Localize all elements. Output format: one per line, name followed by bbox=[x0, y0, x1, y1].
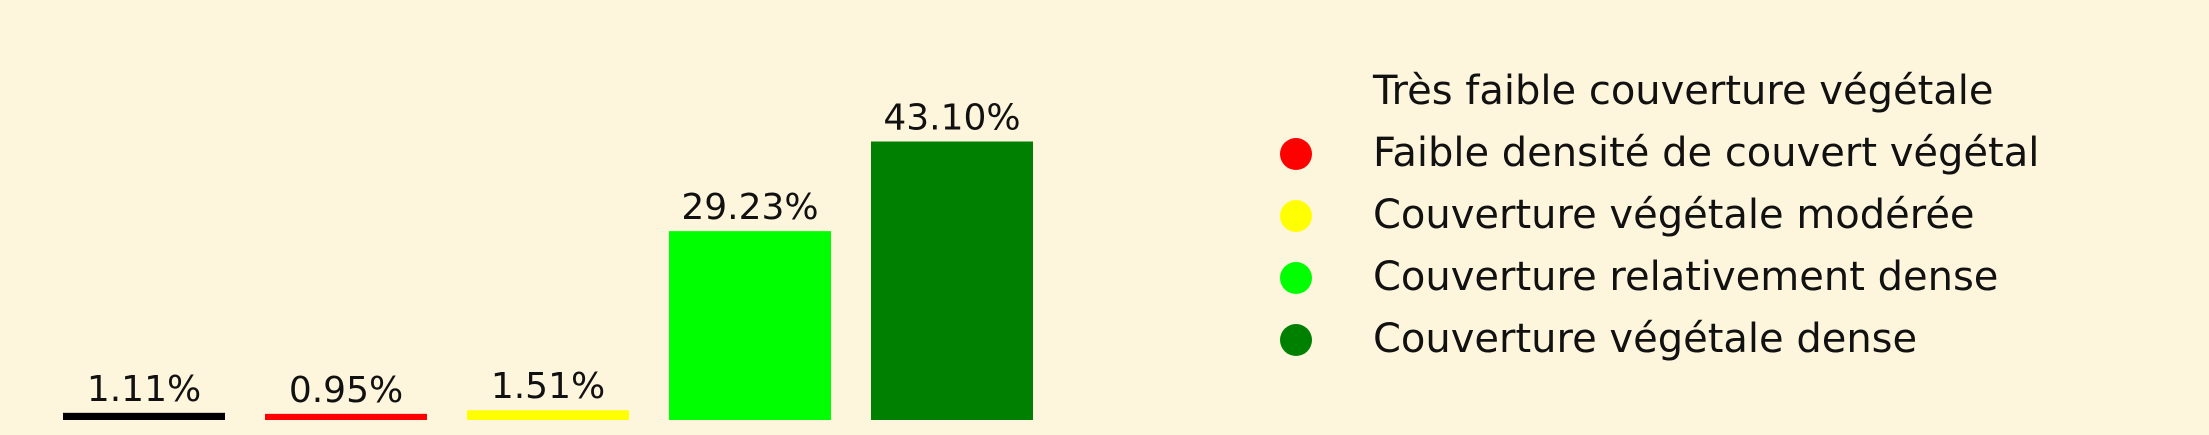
bar-value-label-5: 43.10% bbox=[883, 98, 1020, 139]
bar-value-label-2: 0.95% bbox=[289, 370, 403, 411]
bar-labels-group: 1.11% 0.95% 1.51% 29.23% 43.10% bbox=[87, 98, 1021, 411]
legend-label-tres-faible: Très faible couverture végétale bbox=[1373, 68, 1994, 114]
bar-1 bbox=[63, 412, 225, 420]
legend-item-faible: Faible densité de couvert végétal bbox=[1280, 124, 2180, 186]
legend-label-relativement-dense: Couverture relativement dense bbox=[1373, 254, 1999, 300]
legend-marker-faible bbox=[1280, 138, 1312, 170]
legend-label-dense: Couverture végétale dense bbox=[1373, 316, 1918, 362]
legend: Très faible couverture végétale Faible d… bbox=[1280, 62, 2180, 372]
bar-5 bbox=[871, 141, 1033, 420]
bar-chart: 1.11% 0.95% 1.51% 29.23% 43.10% bbox=[63, 98, 1033, 420]
bar-value-label-4: 29.23% bbox=[681, 187, 818, 228]
bars-group bbox=[63, 141, 1033, 420]
legend-marker-moderee bbox=[1280, 200, 1312, 232]
legend-item-relativement-dense: Couverture relativement dense bbox=[1280, 248, 2180, 310]
legend-item-dense: Couverture végétale dense bbox=[1280, 310, 2180, 372]
bar-2 bbox=[265, 413, 427, 420]
bar-3 bbox=[467, 410, 629, 420]
bar-4 bbox=[669, 231, 831, 420]
bar-value-label-1: 1.11% bbox=[87, 369, 201, 410]
bar-value-label-3: 1.51% bbox=[491, 366, 605, 407]
legend-marker-dense bbox=[1280, 324, 1312, 356]
legend-label-faible: Faible densité de couvert végétal bbox=[1373, 130, 2040, 176]
legend-item-moderee: Couverture végétale modérée bbox=[1280, 186, 2180, 248]
legend-marker-relativement-dense bbox=[1280, 262, 1312, 294]
legend-item-tres-faible: Très faible couverture végétale bbox=[1280, 62, 2180, 124]
legend-label-moderee: Couverture végétale modérée bbox=[1373, 192, 1975, 238]
